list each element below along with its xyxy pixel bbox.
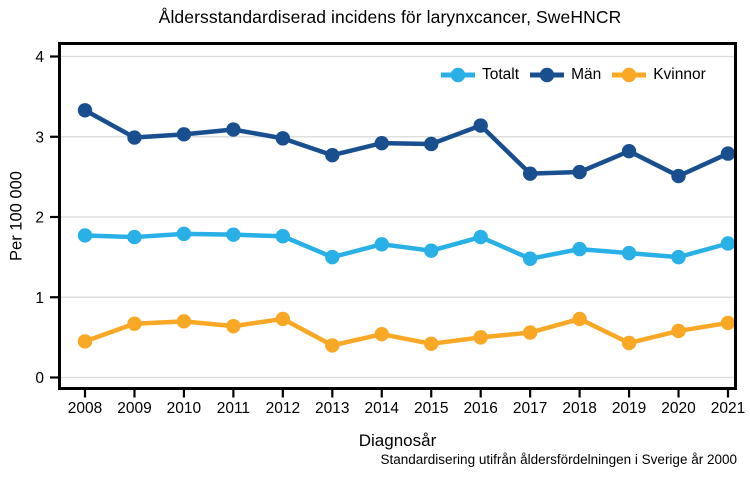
- data-point: [275, 229, 291, 244]
- data-point: [77, 334, 93, 349]
- series-totalt: [77, 226, 736, 266]
- data-point: [127, 316, 142, 331]
- series-m-n: [77, 103, 736, 184]
- data-point: [275, 311, 291, 327]
- data-point: [671, 168, 686, 184]
- legend-item-m-n: Män: [530, 66, 601, 84]
- x-tick-label: 2014: [365, 400, 400, 417]
- data-point: [720, 236, 736, 251]
- gridlines: [60, 55, 735, 379]
- y-axis-label: Per 100 000: [7, 171, 26, 261]
- data-point: [720, 315, 736, 331]
- legend-marker-icon: [441, 67, 475, 83]
- x-axis-label: Diagnosår: [358, 431, 437, 450]
- x-tick-label: 2021: [711, 400, 745, 417]
- data-point: [424, 336, 439, 351]
- data-point: [176, 314, 192, 329]
- data-point: [671, 323, 686, 339]
- data-point: [226, 122, 241, 137]
- data-point: [374, 135, 389, 151]
- data-point: [176, 226, 192, 242]
- x-tick-label: 2016: [463, 400, 497, 417]
- x-tick-label: 2018: [562, 400, 596, 417]
- data-point: [522, 325, 538, 340]
- data-point: [522, 166, 538, 181]
- data-point: [473, 118, 488, 133]
- legend: Totalt Män Kvinnor: [441, 62, 706, 88]
- y-tick-label: 4: [35, 49, 44, 66]
- data-point: [572, 241, 587, 257]
- x-tick-label: 2015: [414, 400, 448, 417]
- data-point: [424, 243, 439, 258]
- x-tick-label: 2009: [117, 400, 151, 417]
- series-kvinnor: [77, 311, 736, 353]
- legend-label: Män: [571, 66, 602, 84]
- data-point: [522, 251, 538, 266]
- y-tick-label: 2: [35, 210, 44, 227]
- legend-label: Totalt: [482, 66, 520, 84]
- x-tick-label: 2011: [217, 400, 250, 417]
- x-tick-label: 2019: [612, 400, 646, 417]
- data-point: [275, 131, 291, 146]
- data-point: [127, 229, 142, 245]
- standardization-footnote: Standardisering utifrån åldersfördelning…: [380, 452, 737, 467]
- data-point: [374, 326, 389, 342]
- x-tick-label: 2012: [266, 400, 300, 417]
- axes: 0 1 2 3 4 2008 2009 2010 2011 2012 2013 2014 2015 201…: [35, 49, 745, 417]
- series-line: [84, 231, 729, 261]
- data-point: [325, 249, 340, 265]
- data-point: [572, 164, 587, 180]
- series-line: [83, 108, 729, 179]
- y-tick-label: 1: [35, 290, 44, 307]
- data-point: [720, 146, 736, 161]
- legend-label: Kvinnor: [653, 66, 706, 84]
- data-point: [127, 130, 142, 145]
- data-point: [621, 143, 637, 159]
- x-tick-label: 2020: [661, 400, 696, 417]
- x-tick-label: 2008: [68, 400, 102, 417]
- legend-item-totalt: Totalt: [441, 66, 519, 84]
- data-point: [77, 228, 93, 243]
- x-tick-label: 2013: [315, 400, 349, 417]
- data-point: [473, 229, 488, 245]
- data-point: [325, 338, 340, 353]
- data-point: [77, 103, 93, 118]
- legend-marker-icon: [612, 67, 647, 83]
- data-point: [226, 227, 241, 242]
- legend-item-kvinnor: Kvinnor: [612, 66, 706, 84]
- data-point: [621, 245, 637, 261]
- data-point: [325, 148, 340, 163]
- data-point: [671, 249, 686, 265]
- data-point: [572, 311, 587, 327]
- data-point: [176, 127, 192, 142]
- data-point: [424, 136, 439, 152]
- plot-border: [58, 42, 737, 390]
- chart-title: Åldersstandardiserad incidens för larynx…: [158, 7, 622, 27]
- data-point: [473, 330, 488, 345]
- x-tick-label: 2017: [513, 400, 547, 417]
- legend-marker-icon: [530, 67, 565, 83]
- data-point: [374, 237, 389, 252]
- y-tick-label: 0: [35, 370, 44, 387]
- data-point: [621, 335, 637, 351]
- x-tick-label: 2010: [167, 400, 202, 417]
- y-tick-label: 3: [35, 129, 44, 146]
- data-point: [226, 318, 241, 334]
- series-line: [84, 316, 729, 348]
